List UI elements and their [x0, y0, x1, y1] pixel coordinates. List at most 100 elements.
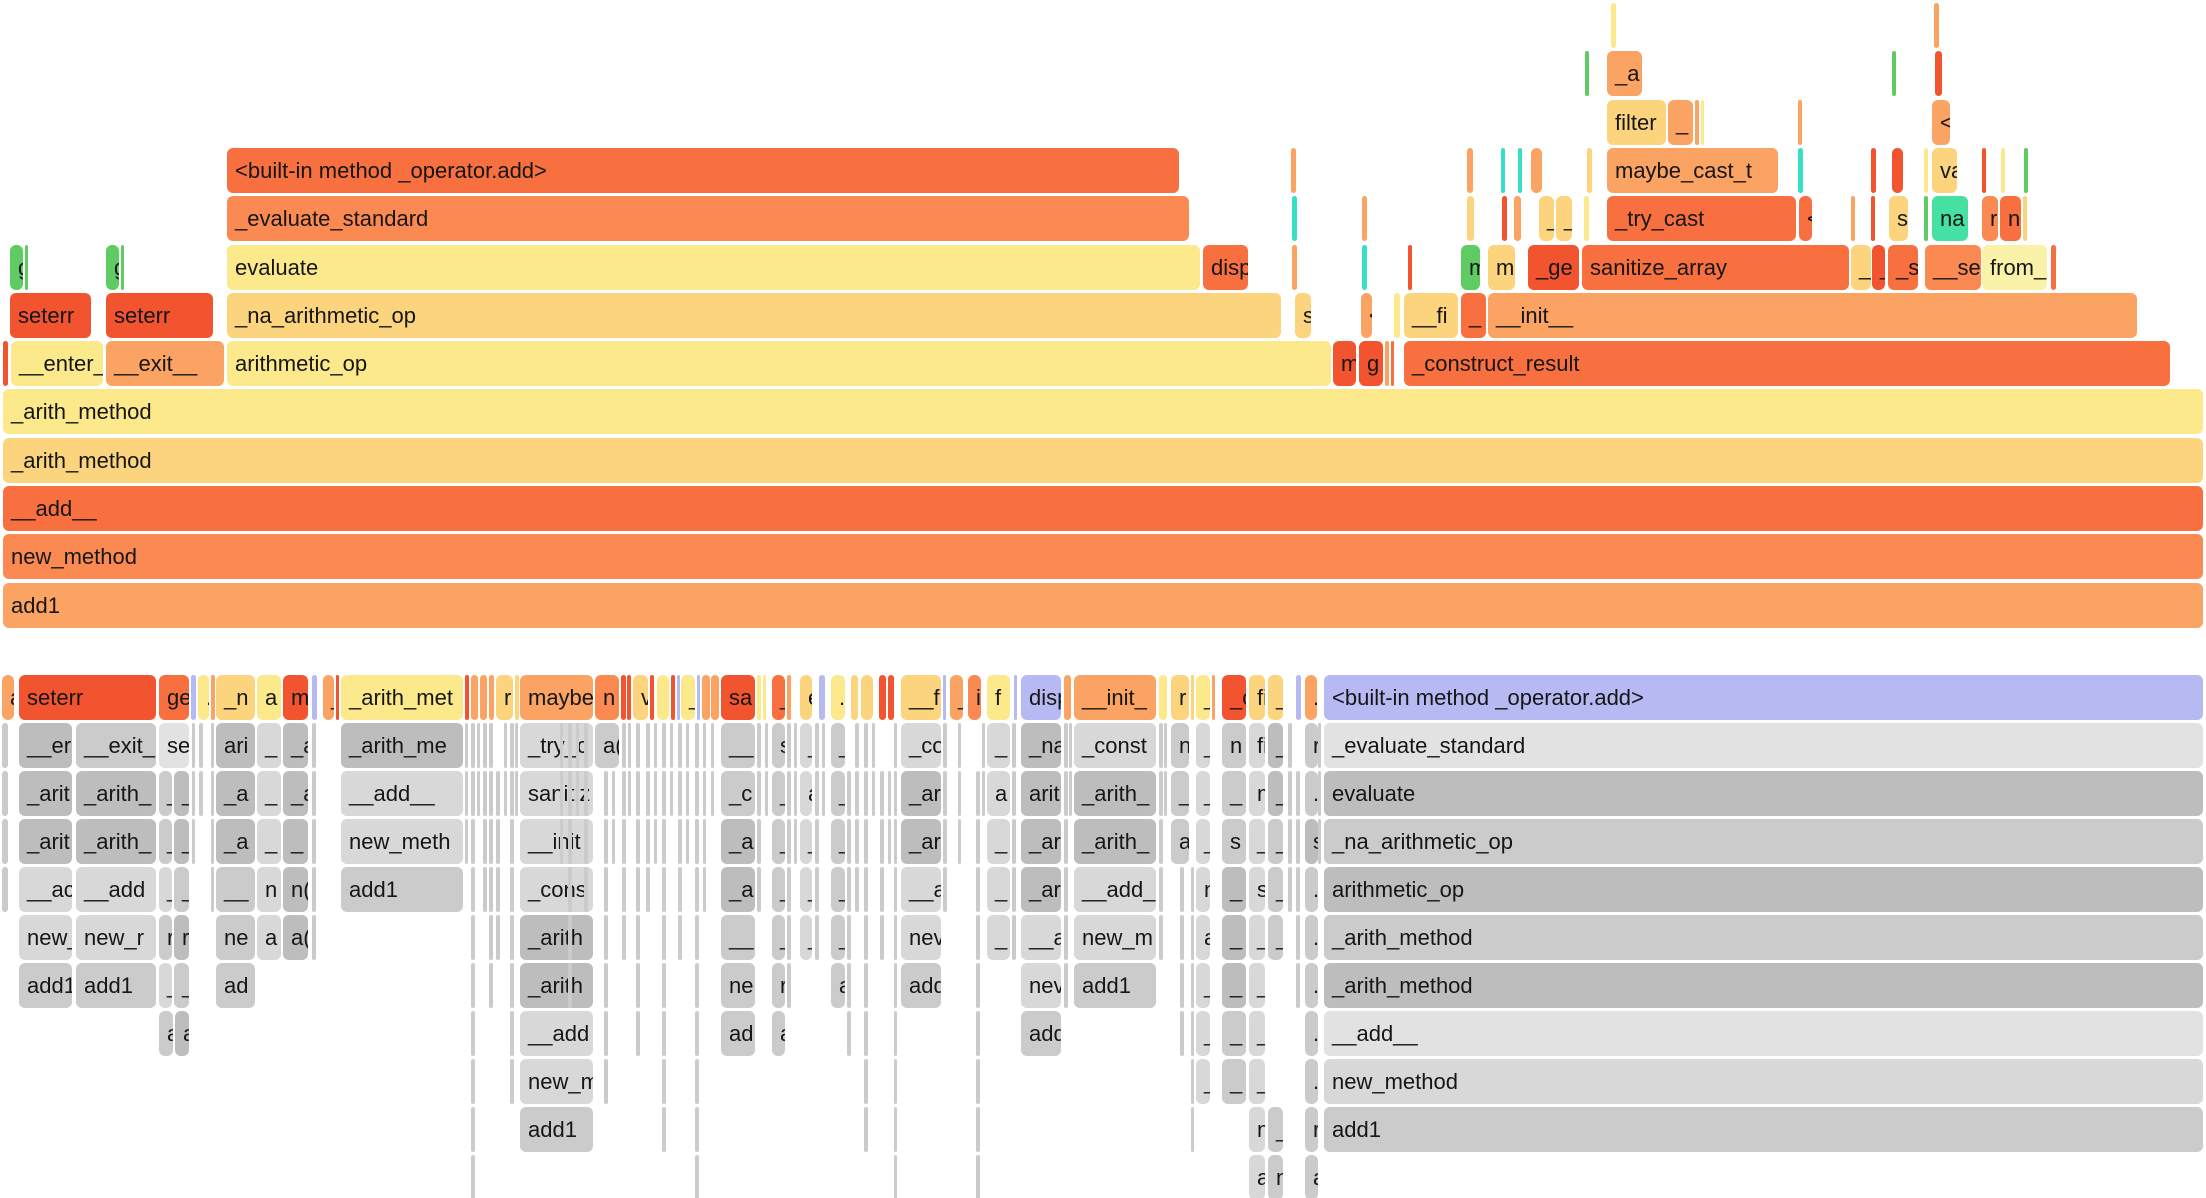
flame-frame-sliver[interactable]	[211, 819, 214, 864]
flame-frame-sliver[interactable]	[1934, 3, 1939, 48]
flame-frame-sliver[interactable]	[757, 723, 761, 768]
flame-frame[interactable]: m	[1488, 244, 1515, 290]
flame-frame-sliver[interactable]	[1584, 196, 1589, 242]
flame-frame[interactable]: _	[257, 819, 281, 864]
flame-frame-sliver[interactable]	[1296, 771, 1300, 816]
flame-frame[interactable]: _ar	[1021, 867, 1061, 912]
flame-frame[interactable]: .	[198, 675, 209, 720]
flame-frame[interactable]: _try_c	[520, 723, 593, 768]
flame-frame-sliver[interactable]	[1012, 771, 1016, 816]
flame-frame[interactable]: _evaluate_standard	[1324, 723, 2203, 768]
flame-frame[interactable]: _c	[1222, 675, 1246, 720]
flame-frame-sliver[interactable]	[1587, 147, 1592, 193]
flame-frame[interactable]: new_r	[76, 915, 156, 960]
flame-frame-sliver[interactable]	[1292, 244, 1297, 290]
flame-frame-sliver[interactable]	[765, 723, 768, 768]
flame-frame[interactable]: __	[1196, 819, 1210, 864]
flame-frame-sliver[interactable]	[1318, 819, 1321, 864]
flame-frame[interactable]: a	[1171, 819, 1189, 864]
flame-frame-sliver[interactable]	[1180, 1011, 1184, 1056]
flame-frame-sliver[interactable]	[477, 723, 480, 768]
flame-frame[interactable]: evaluate	[1324, 771, 2203, 816]
flame-frame[interactable]: a	[2, 675, 14, 720]
flame-frame-sliver[interactable]	[872, 723, 875, 768]
flame-frame[interactable]: .	[1305, 1011, 1318, 1056]
flame-frame-sliver[interactable]	[483, 723, 487, 768]
flame-frame-sliver[interactable]	[1064, 675, 1071, 720]
flame-frame-sliver[interactable]	[515, 675, 519, 720]
flame-frame[interactable]: s	[772, 723, 785, 768]
flame-frame-sliver[interactable]	[510, 963, 514, 1008]
flame-frame-sliver[interactable]	[1467, 196, 1474, 242]
flame-frame-sliver[interactable]	[1924, 147, 1928, 193]
flame-frame[interactable]: m	[1333, 341, 1356, 387]
flame-frame-sliver[interactable]	[1064, 915, 1068, 960]
flame-frame-sliver[interactable]	[1159, 771, 1163, 816]
flame-frame[interactable]: s	[1249, 867, 1265, 912]
flame-frame[interactable]: sanitize_array	[1582, 244, 1849, 290]
flame-frame-sliver[interactable]	[864, 867, 868, 912]
flame-frame-sliver[interactable]	[25, 244, 28, 290]
flame-frame[interactable]: _	[800, 867, 812, 912]
flame-frame-sliver[interactable]	[662, 1107, 666, 1152]
flame-frame-sliver[interactable]	[471, 963, 475, 1008]
flame-frame-sliver[interactable]	[976, 1107, 980, 1152]
flame-frame[interactable]: .	[1305, 963, 1318, 1008]
flame-frame[interactable]: _	[1222, 1011, 1246, 1056]
flame-frame-sliver[interactable]	[695, 1011, 699, 1056]
flame-frame-sliver[interactable]	[695, 1155, 699, 1198]
flame-frame[interactable]: ad	[216, 963, 255, 1008]
flame-frame-sliver[interactable]	[636, 819, 640, 864]
flame-frame-sliver[interactable]	[763, 675, 766, 720]
flame-frame[interactable]: _a	[1196, 771, 1210, 816]
flame-frame[interactable]: _a	[216, 771, 255, 816]
flame-frame-sliver[interactable]	[1288, 723, 1292, 768]
flame-frame-sliver[interactable]	[958, 819, 961, 864]
flame-frame-sliver[interactable]	[670, 771, 673, 816]
flame-frame-sliver[interactable]	[646, 723, 650, 768]
flame-frame[interactable]: _	[1222, 771, 1246, 816]
flame-frame-sliver[interactable]	[787, 867, 791, 912]
flame-frame-sliver[interactable]	[604, 867, 608, 912]
flame-frame[interactable]: _arith_	[1074, 819, 1156, 864]
flame-frame-sliver[interactable]	[312, 915, 316, 960]
flame-frame-sliver[interactable]	[662, 915, 666, 960]
flame-frame-sliver[interactable]	[483, 867, 487, 912]
flame-frame-sliver[interactable]	[604, 771, 608, 816]
flame-frame[interactable]: new_	[19, 915, 72, 960]
flame-frame-sliver[interactable]	[787, 723, 791, 768]
flame-frame-sliver[interactable]	[1191, 1059, 1194, 1104]
flame-frame-sliver[interactable]	[654, 723, 657, 768]
flame-frame-sliver[interactable]	[1871, 196, 1875, 242]
flame-frame-sliver[interactable]	[121, 244, 124, 290]
flame-frame[interactable]: _n	[216, 675, 255, 720]
flame-frame-sliver[interactable]	[864, 819, 868, 864]
flame-frame-sliver[interactable]	[757, 819, 761, 864]
flame-frame-sliver[interactable]	[982, 771, 985, 816]
flame-frame-sliver[interactable]	[864, 1059, 868, 1104]
flame-frame[interactable]: add	[1021, 1011, 1061, 1056]
flame-frame-sliver[interactable]	[515, 771, 518, 816]
flame-frame[interactable]: sanitiz	[520, 771, 593, 816]
flame-frame[interactable]: __fi	[1404, 292, 1458, 338]
flame-frame-sliver[interactable]	[1585, 51, 1589, 97]
flame-frame[interactable]: g	[1359, 341, 1383, 387]
flame-frame[interactable]: _	[1461, 292, 1486, 338]
flame-frame[interactable]: <	[1361, 292, 1372, 338]
flame-frame[interactable]: __add__	[341, 771, 463, 816]
flame-frame-sliver[interactable]	[671, 675, 675, 720]
flame-frame[interactable]: _a	[1171, 771, 1189, 816]
flame-frame-sliver[interactable]	[1518, 147, 1522, 193]
flame-frame-sliver[interactable]	[855, 771, 859, 816]
flame-frame[interactable]: _ge	[1528, 244, 1579, 290]
flame-frame[interactable]: __init__	[1488, 292, 2137, 338]
flame-frame-sliver[interactable]	[471, 723, 475, 768]
flame-frame[interactable]: a(	[283, 915, 308, 960]
flame-frame[interactable]: <	[1932, 99, 1950, 145]
flame-frame-sliver[interactable]	[1064, 771, 1068, 816]
flame-frame[interactable]: _	[1249, 1059, 1265, 1104]
flame-frame[interactable]: s	[1889, 196, 1908, 242]
flame-frame[interactable]: _	[323, 675, 334, 720]
flame-frame-sliver[interactable]	[1191, 1107, 1194, 1152]
flame-frame[interactable]: na	[1932, 196, 1968, 242]
